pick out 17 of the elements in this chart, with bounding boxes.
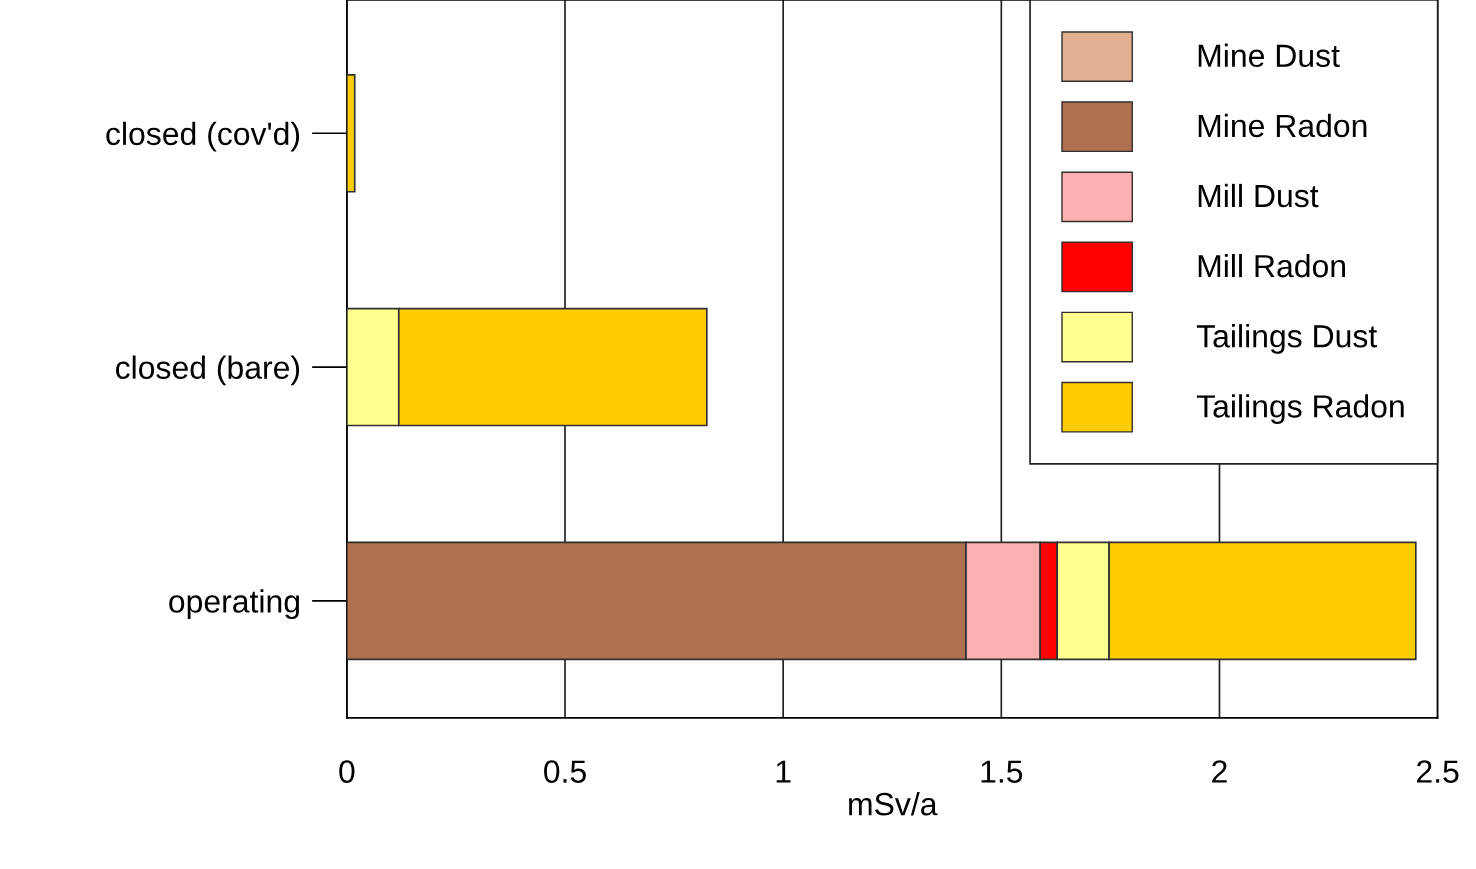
x-tick-label: 0 — [339, 760, 355, 783]
legend-label: Mine Dust — [1198, 43, 1340, 68]
bar — [346, 73, 356, 193]
legend-label: Mill Radon — [1198, 253, 1345, 278]
x-tick-label: 1.5 — [981, 760, 1023, 783]
x-axis-title: mSv/a — [849, 792, 938, 816]
legend-label: Tailings Radon — [1196, 394, 1404, 424]
y-tick-label: closed (bare) — [115, 355, 300, 386]
x-tick-label: 0.5 — [544, 760, 586, 783]
legend-label: Tailings Dust — [1196, 324, 1378, 354]
legend-label: Mill Dust — [1198, 183, 1319, 208]
x-tick-label: 2.5 — [1417, 760, 1459, 783]
y-tick-label: operating — [169, 589, 299, 620]
legend-label: Mine Radon — [1198, 113, 1367, 138]
x-tick-label: 1 — [776, 760, 791, 783]
y-tick-label: closed (cov'd) — [106, 121, 300, 152]
x-tick-label: 2 — [1212, 760, 1227, 783]
